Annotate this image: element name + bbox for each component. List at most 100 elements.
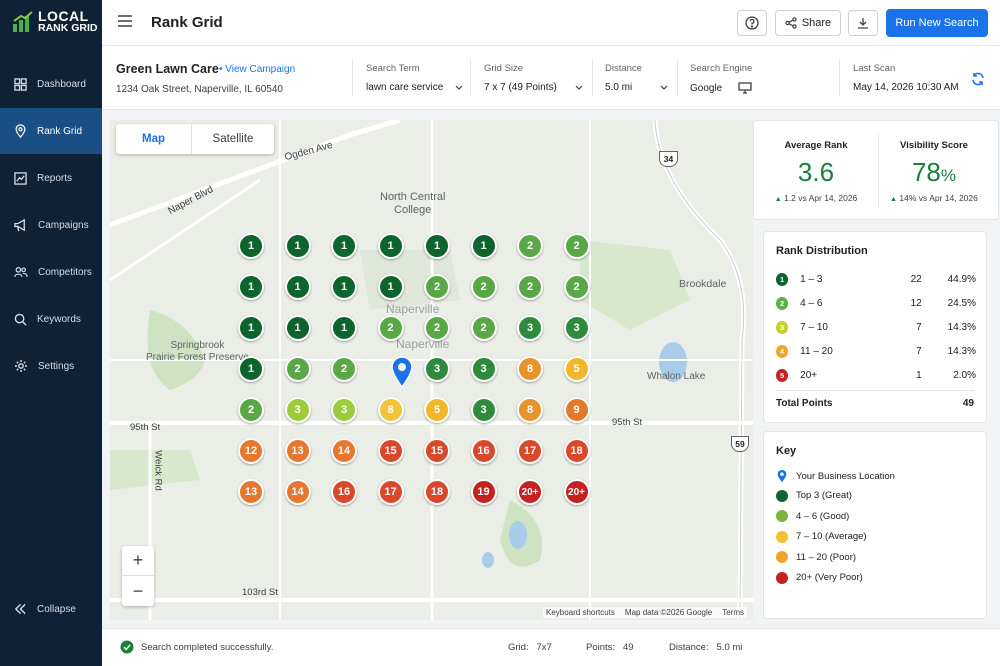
grid-point-marker[interactable]: 1 (238, 315, 264, 341)
grid-point-marker[interactable]: 20+ (517, 479, 543, 505)
grid-point-marker[interactable]: 19 (470, 479, 497, 505)
visibility-score-label: Visibility Score (900, 140, 968, 151)
grid-point-marker[interactable]: 2 (424, 274, 450, 300)
sidebar-item-reports[interactable]: Reports (0, 155, 102, 201)
grid-point-marker[interactable]: 13 (238, 479, 264, 505)
zoom-in-button[interactable]: + (122, 546, 154, 576)
grid-point-marker[interactable]: 5 (563, 356, 590, 382)
grid-point-marker[interactable]: 15 (377, 438, 404, 464)
grid-point-marker[interactable]: 13 (284, 438, 311, 464)
grid-point-marker[interactable]: 3 (517, 315, 543, 341)
grid-point-marker[interactable]: 1 (331, 274, 357, 300)
sidebar-item-label: Campaigns (38, 219, 89, 231)
grid-point-marker[interactable]: 17 (377, 479, 404, 505)
share-label: Share (801, 17, 832, 29)
grid-point-marker[interactable]: 2 (238, 397, 264, 423)
grid-point-marker[interactable]: 1 (284, 315, 311, 341)
rank-percent: 44.9% (947, 273, 976, 285)
download-button[interactable] (848, 10, 878, 36)
grid-point-marker[interactable]: 3 (470, 397, 497, 423)
view-campaign-link[interactable]: • View Campaign (219, 64, 296, 75)
grid-point-marker[interactable]: 1 (377, 274, 404, 300)
refresh-icon[interactable] (971, 72, 985, 86)
collapse-button[interactable]: Collapse (0, 586, 102, 632)
brand-logo[interactable]: LOCAL RANK GRID (12, 9, 98, 34)
grid-point-marker[interactable]: 1 (331, 315, 357, 341)
grid-point-marker[interactable]: 9 (563, 397, 590, 423)
hamburger-menu-icon[interactable] (118, 15, 132, 27)
grid-point-marker[interactable]: 2 (377, 315, 404, 341)
business-location-pin-icon[interactable] (390, 356, 414, 388)
check-circle-icon (120, 640, 134, 654)
grid-point-marker[interactable]: 2 (470, 274, 497, 300)
tab-satellite[interactable]: Satellite (212, 133, 254, 145)
top-bar: Rank Grid Share Run New Search (102, 0, 1000, 46)
grid-point-marker[interactable]: 8 (377, 397, 404, 423)
grid-point-marker[interactable]: 1 (470, 233, 497, 259)
search-term-select[interactable]: Search Term lawn care service (366, 63, 463, 93)
grid-point-marker[interactable]: 1 (377, 233, 404, 259)
sidebar-item-settings[interactable]: Settings (0, 343, 102, 389)
grid-point-marker[interactable]: 8 (517, 397, 543, 423)
sidebar-item-rank-grid[interactable]: Rank Grid (0, 108, 102, 154)
grid-point-marker[interactable]: 20+ (563, 479, 590, 505)
grid-point-marker[interactable]: 8 (517, 356, 543, 382)
grid-point-marker[interactable]: 1 (424, 233, 450, 259)
grid-point-marker[interactable]: 3 (331, 397, 357, 423)
run-new-search-button[interactable]: Run New Search (886, 9, 988, 37)
sidebar-item-label: Keywords (37, 313, 81, 325)
zoom-out-button[interactable]: − (132, 580, 144, 601)
grid-point-marker[interactable]: 3 (424, 356, 450, 382)
grid-point-marker[interactable]: 2 (517, 274, 543, 300)
grid-point-marker[interactable]: 2 (563, 274, 590, 300)
grid-point-marker[interactable]: 12 (238, 438, 264, 464)
rank-count: 7 (916, 345, 922, 357)
grid-point-marker[interactable]: 16 (470, 438, 497, 464)
grid-point-marker[interactable]: 2 (284, 356, 311, 382)
search-engine-select[interactable]: Search Engine Google (690, 63, 752, 94)
grid-point-marker[interactable]: 17 (517, 438, 543, 464)
rank-marker: 4 (776, 344, 789, 358)
grid-point-marker[interactable]: 3 (284, 397, 311, 423)
grid-point-marker[interactable]: 1 (284, 233, 311, 259)
distribution-row: 4 11 – 20 7 14.3% (776, 342, 976, 360)
grid-point-marker[interactable]: 2 (331, 356, 357, 382)
grid-point-marker[interactable]: 1 (331, 233, 357, 259)
rank-range: 4 – 6 (800, 297, 823, 309)
grid-point-marker[interactable]: 1 (238, 233, 264, 259)
distance-select[interactable]: Distance 5.0 mi (605, 63, 668, 93)
rank-range: 7 – 10 (800, 321, 828, 333)
keyboard-shortcuts-link[interactable]: Keyboard shortcuts (545, 608, 615, 617)
help-button[interactable] (737, 10, 767, 36)
sidebar-item-competitors[interactable]: Competitors (0, 249, 102, 295)
grid-point-marker[interactable]: 5 (424, 397, 450, 423)
map-view[interactable]: Map Satellite Ogden Ave Naper Blvd North… (110, 120, 753, 620)
grid-point-marker[interactable]: 1 (238, 274, 264, 300)
zoom-controls: + − (122, 546, 154, 606)
grid-point-marker[interactable]: 16 (331, 479, 357, 505)
grid-point-marker[interactable]: 1 (284, 274, 311, 300)
grid-point-marker[interactable]: 2 (424, 315, 450, 341)
grid-point-marker[interactable]: 18 (424, 479, 450, 505)
terms-link[interactable]: Terms (722, 608, 744, 617)
sidebar-item-campaigns[interactable]: Campaigns (0, 202, 102, 248)
grid-point-marker[interactable]: 1 (238, 356, 264, 382)
key-color-dot (776, 571, 788, 584)
map-type-toggle: Map Satellite (116, 124, 274, 154)
share-button[interactable]: Share (775, 10, 841, 36)
tab-map[interactable]: Map (116, 124, 192, 154)
sidebar-item-dashboard[interactable]: Dashboard (0, 61, 102, 107)
grid-point-marker[interactable]: 14 (284, 479, 311, 505)
stats-card: Average Rank 3.6 ▲ 1.2 vs Apr 14, 2026 V… (753, 120, 999, 220)
grid-point-marker[interactable]: 14 (331, 438, 357, 464)
grid-point-marker[interactable]: 18 (563, 438, 590, 464)
grid-point-marker[interactable]: 2 (563, 233, 590, 259)
grid-point-marker[interactable]: 2 (517, 233, 543, 259)
grid-point-marker[interactable]: 3 (470, 356, 497, 382)
sidebar-item-keywords[interactable]: Keywords (0, 296, 102, 342)
chevron-down-icon (455, 85, 463, 90)
grid-point-marker[interactable]: 3 (563, 315, 590, 341)
grid-size-select[interactable]: Grid Size 7 x 7 (49 Points) (484, 63, 583, 93)
grid-point-marker[interactable]: 2 (470, 315, 497, 341)
grid-point-marker[interactable]: 15 (424, 438, 450, 464)
